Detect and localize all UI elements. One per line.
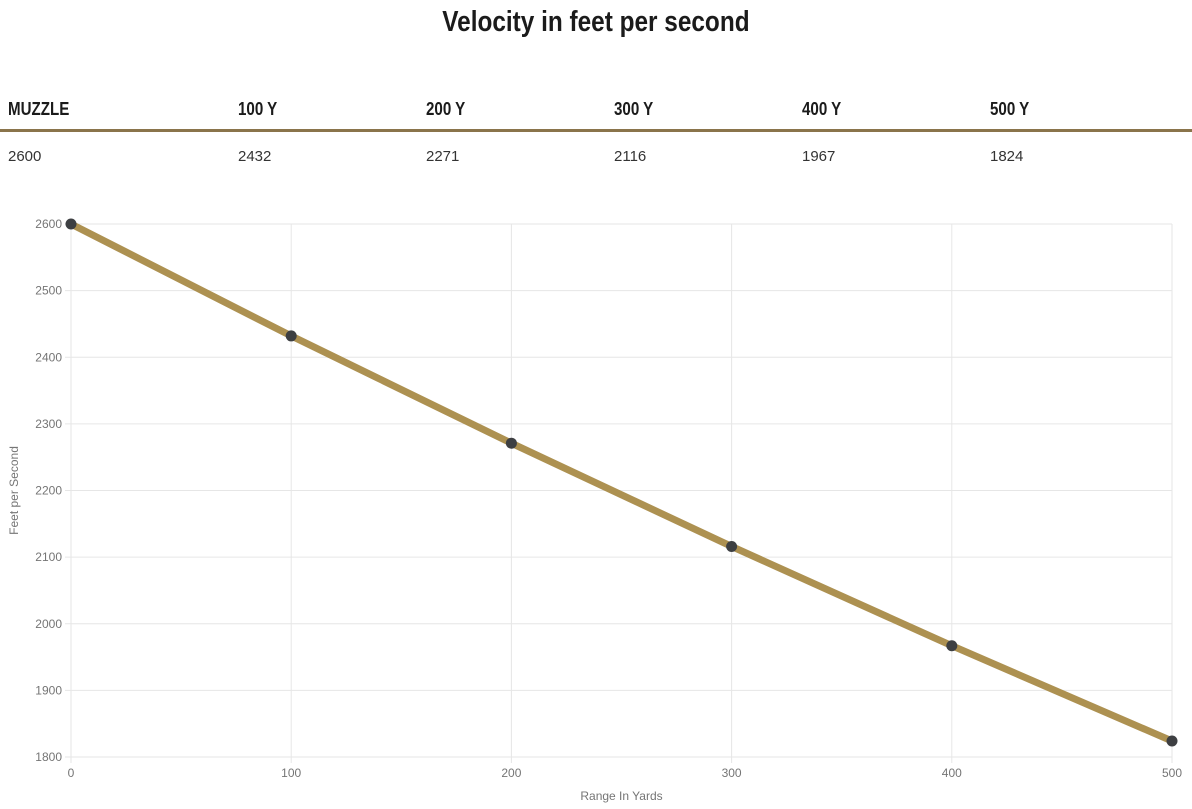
data-point[interactable] [946, 640, 958, 652]
data-point[interactable] [65, 218, 77, 230]
value-cell-300y: 2116 [614, 148, 647, 165]
value-cell-100y: 2432 [238, 148, 272, 165]
x-axis-title: Range In Yards [580, 789, 662, 803]
x-tick-label: 0 [68, 766, 75, 780]
y-tick-label: 2200 [35, 484, 62, 498]
x-tick-label: 100 [281, 766, 301, 780]
data-point[interactable] [726, 540, 738, 552]
y-axis-title: Feet per Second [7, 446, 21, 535]
data-point[interactable] [285, 330, 297, 342]
x-tick-label: 500 [1162, 766, 1182, 780]
y-tick-label: 2600 [35, 217, 62, 231]
velocity-chart: 1800 1900 2000 2100 2200 2300 2400 2500 2600 0 100… [0, 195, 1192, 809]
value-cell-200y: 2271 [426, 148, 460, 165]
x-tick-label: 300 [722, 766, 742, 780]
series-line [67, 220, 1176, 745]
data-point[interactable] [1166, 735, 1178, 747]
y-tick-label: 1800 [35, 750, 62, 764]
page-title-text: Velocity in feet per second [442, 6, 750, 38]
y-tick-label: 2300 [35, 417, 62, 431]
column-header-muzzle: MUZZLE [0, 92, 230, 132]
column-header-500y: 500 Y [982, 92, 1192, 132]
value-cell-muzzle: 2600 [8, 148, 42, 165]
y-tick-label: 2500 [35, 284, 62, 298]
value-cell-500y: 1824 [990, 148, 1024, 165]
velocity-chart-svg: 1800 1900 2000 2100 2200 2300 2400 2500 2600 0 100… [7, 217, 1182, 803]
y-tick-label: 2400 [35, 350, 62, 364]
y-tick-label: 1900 [35, 683, 62, 697]
column-header-100y: 100 Y [230, 92, 418, 132]
page-title: Velocity in feet per second [0, 6, 1192, 39]
x-tick-label: 400 [942, 766, 962, 780]
y-tick-label: 2100 [35, 550, 62, 564]
data-point[interactable] [505, 437, 517, 449]
column-header-300y: 300 Y [606, 92, 794, 132]
column-header-200y: 200 Y [418, 92, 606, 132]
y-tick-label: 2000 [35, 617, 62, 631]
velocity-table: MUZZLE 100 Y 200 Y 300 Y 400 Y 500 Y 260… [0, 92, 1192, 175]
table-header-row: MUZZLE 100 Y 200 Y 300 Y 400 Y 500 Y [0, 92, 1192, 132]
table-value-row: 2600 2432 2271 2116 1967 1824 [0, 131, 1192, 176]
x-tick-label: 200 [501, 766, 521, 780]
value-cell-400y: 1967 [802, 148, 836, 165]
column-header-400y: 400 Y [794, 92, 982, 132]
